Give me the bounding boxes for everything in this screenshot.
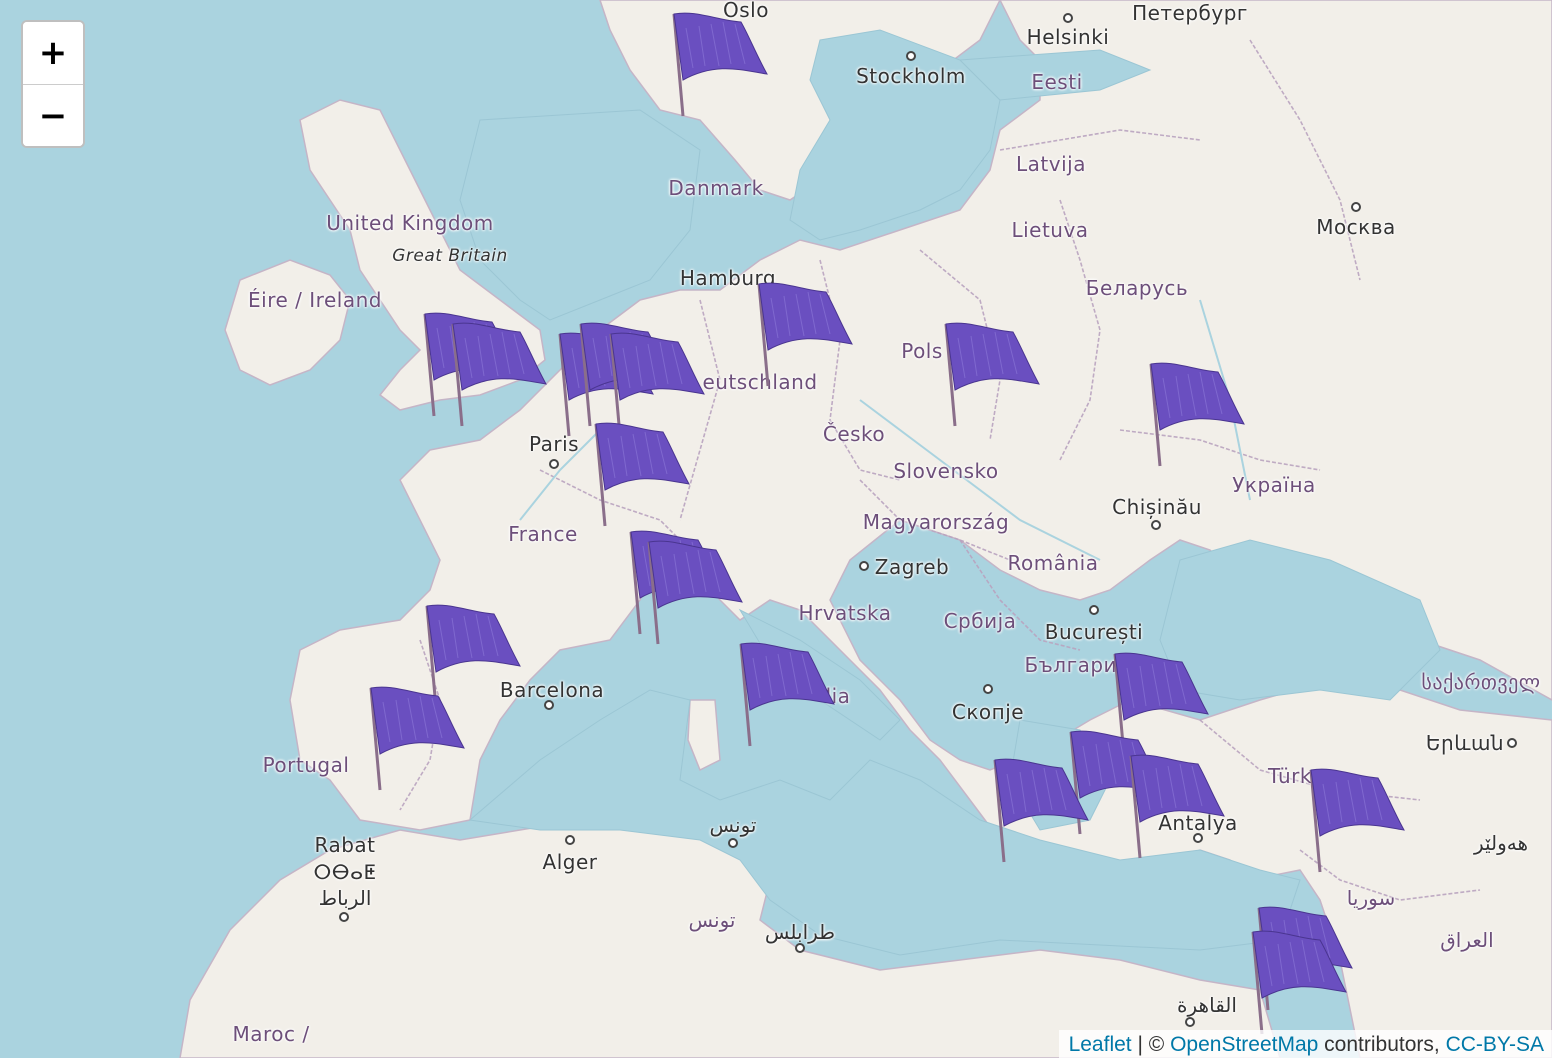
flag-marker-turkey-east[interactable]	[1308, 764, 1408, 874]
map-label: România	[1007, 551, 1099, 575]
city-dot	[1151, 520, 1161, 530]
map-label: Zagreb	[874, 555, 950, 579]
mediterranean-sea	[468, 689, 1301, 956]
city-dot	[544, 700, 554, 710]
map-label: الرباط	[318, 886, 372, 910]
flag-marker-london-2[interactable]	[450, 318, 550, 428]
map-label: Երևան	[1425, 731, 1505, 755]
flag-marker-madrid[interactable]	[368, 682, 468, 792]
gulf-of-finland	[958, 49, 1152, 101]
flag-marker-aegean-2[interactable]	[992, 754, 1092, 864]
city-dot	[1185, 1017, 1195, 1027]
map-label: Türk	[1268, 764, 1312, 788]
flag-marker-aegean-3[interactable]	[1128, 750, 1228, 860]
map-label: Danmark	[668, 176, 764, 200]
license-link[interactable]: CC-BY-SA	[1445, 1033, 1544, 1056]
city-dot	[1351, 202, 1361, 212]
map-label: Eesti	[1031, 70, 1083, 94]
sardinia-landmass	[687, 699, 721, 772]
map-label: طرابلس	[764, 920, 836, 944]
map-label: Antalya	[1158, 811, 1238, 835]
map-label: eutschland	[702, 370, 818, 394]
zoom-out-button[interactable]: −	[23, 84, 83, 146]
ireland-landmass	[224, 259, 351, 386]
map-label: Pols	[901, 339, 943, 363]
map-label: Paris	[528, 432, 580, 456]
city-dot	[795, 943, 805, 953]
attribution-bar: Leaflet | © OpenStreetMap contributors, …	[1058, 1030, 1552, 1058]
flag-marker-berlin[interactable]	[756, 278, 856, 388]
attribution-contributors: contributors,	[1318, 1033, 1446, 1056]
city-dot	[859, 561, 869, 571]
flag-marker-oslo[interactable]	[671, 8, 771, 118]
map-label: București	[1044, 620, 1144, 644]
black-sea	[1159, 539, 1441, 701]
map-label: Stockholm	[856, 64, 966, 88]
flag-marker-levant-2[interactable]	[1250, 926, 1350, 1036]
map-label: Česko	[822, 422, 886, 446]
map-label: القاهرة	[1177, 993, 1237, 1017]
map-label: تونس	[688, 908, 736, 932]
city-dot	[728, 838, 738, 848]
city-dot	[1089, 605, 1099, 615]
finland-russia-landmass	[289, 0, 1552, 1058]
zoom-in-button[interactable]: +	[23, 22, 83, 84]
city-dot	[1193, 833, 1203, 843]
city-dot	[1063, 13, 1073, 23]
map-label: Portugal	[262, 753, 350, 777]
map-label: Chișinău	[1112, 495, 1202, 519]
north-sea	[459, 109, 701, 321]
city-dot	[983, 684, 993, 694]
map-label: تونس	[709, 813, 757, 837]
map-label: ⵔⴱⴰⵟ	[313, 860, 377, 884]
osm-link[interactable]: OpenStreetMap	[1170, 1033, 1319, 1056]
flag-marker-kyiv[interactable]	[1148, 358, 1248, 468]
map-label: Беларусь	[1085, 276, 1189, 300]
zoom-control: + −	[21, 20, 85, 148]
flag-marker-lyon[interactable]	[593, 418, 693, 528]
attribution-separator: | ©	[1131, 1033, 1171, 1056]
map-label: Éire / Ireland	[248, 288, 382, 312]
map-label: Barcelona	[499, 678, 605, 702]
flag-marker-belgium-3[interactable]	[608, 328, 708, 438]
map-label: Москва	[1316, 215, 1396, 239]
city-dot	[565, 835, 575, 845]
map-label: Петербург	[1132, 1, 1248, 25]
leaflet-link[interactable]: Leaflet	[1068, 1033, 1132, 1056]
flag-marker-milan-2[interactable]	[646, 536, 746, 646]
map-label: Україна	[1232, 473, 1316, 497]
city-dot	[1507, 738, 1517, 748]
map-label: سوريا	[1346, 886, 1396, 910]
city-dot	[906, 51, 916, 61]
map-label: Oslo	[723, 0, 769, 22]
map-label: العراق	[1440, 928, 1494, 952]
city-dot	[549, 459, 559, 469]
map-label: Скопје	[951, 700, 1025, 724]
map-label: Hrvatska	[798, 601, 892, 625]
flag-marker-rome[interactable]	[738, 638, 838, 748]
map-label: Lietuva	[1011, 218, 1089, 242]
map-label: Great Britain	[392, 246, 508, 266]
city-dot	[339, 912, 349, 922]
map-label: Slovensko	[893, 459, 999, 483]
map-label: United Kingdom	[326, 211, 494, 235]
map-label: Magyarország	[862, 510, 1010, 534]
map-label: Helsinki	[1026, 25, 1110, 49]
map-label: هەولێر	[1473, 831, 1529, 855]
map-label: България	[1024, 653, 1130, 677]
map-label: საქართველ	[1421, 670, 1541, 694]
map-label: Rabat	[314, 833, 376, 857]
map-label: Alger	[542, 850, 598, 874]
map-label: Maroc /	[232, 1022, 310, 1046]
flag-marker-poland[interactable]	[943, 318, 1043, 428]
map-label: France	[508, 522, 578, 546]
map-label: Latvija	[1016, 152, 1086, 176]
flag-marker-madrid-north[interactable]	[424, 600, 524, 710]
map-label: Србија	[943, 609, 1017, 633]
